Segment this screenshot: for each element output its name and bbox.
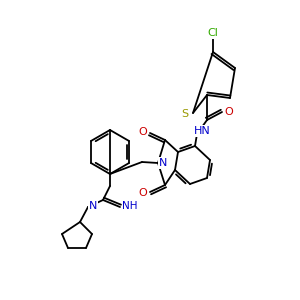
- Text: O: O: [139, 188, 147, 198]
- Text: Cl: Cl: [208, 28, 218, 38]
- Text: O: O: [225, 107, 233, 117]
- Text: O: O: [139, 127, 147, 137]
- Text: NH: NH: [122, 201, 138, 211]
- Text: S: S: [182, 109, 189, 119]
- Text: HN: HN: [194, 126, 210, 136]
- Text: N: N: [89, 201, 97, 211]
- Text: N: N: [159, 158, 167, 168]
